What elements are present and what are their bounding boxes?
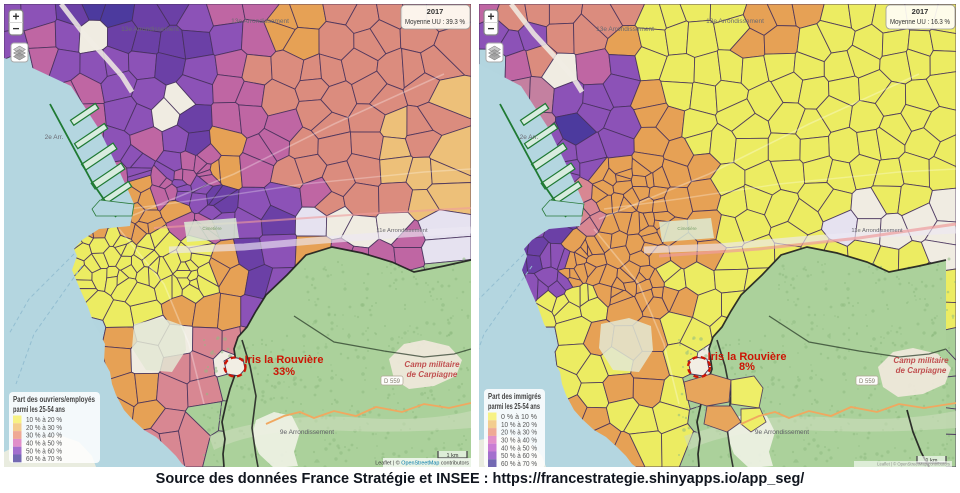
svg-text:de Carpiagne: de Carpiagne	[407, 370, 458, 379]
svg-text:20 % à 30 %: 20 % à 30 %	[501, 428, 537, 437]
svg-text:20 % à 30 %: 20 % à 30 %	[26, 423, 62, 432]
svg-text:11e Arrondissement: 11e Arrondissement	[851, 228, 903, 234]
svg-text:Iris la Rouvière: Iris la Rouvière	[245, 354, 324, 366]
svg-text:10 % à 20 %: 10 % à 20 %	[501, 420, 537, 429]
svg-text:40 % à 50 %: 40 % à 50 %	[26, 439, 62, 448]
svg-text:Moyenne UU : 39.3 %: Moyenne UU : 39.3 %	[405, 17, 465, 26]
svg-text:parmi les 25-54 ans: parmi les 25-54 ans	[13, 405, 65, 414]
svg-text:2017: 2017	[912, 7, 929, 16]
svg-text:33%: 33%	[273, 366, 295, 378]
svg-text:13e Arrondissement: 13e Arrondissement	[121, 26, 179, 33]
svg-text:8%: 8%	[739, 361, 755, 373]
svg-text:13e Arrondissement: 13e Arrondissement	[596, 26, 654, 33]
svg-text:+: +	[487, 10, 494, 24]
svg-text:parmi les 25-54 ans: parmi les 25-54 ans	[488, 402, 540, 411]
svg-text:13e Arrondissement: 13e Arrondissement	[706, 18, 764, 25]
svg-text:Iris la Rouvière: Iris la Rouvière	[708, 351, 787, 363]
svg-text:Moyenne UU : 16.3 %: Moyenne UU : 16.3 %	[890, 17, 950, 26]
svg-text:Camp militaire: Camp militaire	[893, 356, 949, 365]
svg-text:Part des ouvriers/employés: Part des ouvriers/employés	[13, 395, 95, 404]
svg-text:30 % à 40 %: 30 % à 40 %	[26, 431, 62, 440]
svg-text:60 % à 70 %: 60 % à 70 %	[501, 459, 537, 467]
svg-text:Leaflet | © OpenStreetMap cont: Leaflet | © OpenStreetMap contributors	[375, 460, 469, 467]
svg-text:13e Arrondissement: 13e Arrondissement	[231, 18, 289, 25]
svg-text:Part des immigrés: Part des immigrés	[488, 392, 541, 401]
svg-text:Leaflet | © OpenStreetMap cont: Leaflet | © OpenStreetMap contributors	[877, 462, 950, 467]
svg-text:1 km: 1 km	[447, 453, 459, 459]
svg-text:1 km: 1 km	[926, 458, 938, 464]
svg-text:Camp militaire: Camp militaire	[404, 360, 460, 369]
svg-text:Cimetière: Cimetière	[202, 226, 222, 231]
svg-text:Cimetière: Cimetière	[677, 226, 697, 231]
svg-text:−: −	[12, 22, 19, 36]
svg-text:50 % à 60 %: 50 % à 60 %	[26, 446, 62, 455]
svg-text:0 % à 10 %: 0 % à 10 %	[501, 412, 537, 421]
svg-text:D 559: D 559	[384, 379, 401, 385]
svg-text:30 % à 40 %: 30 % à 40 %	[501, 436, 537, 445]
svg-text:11e Arrondissement: 11e Arrondissement	[376, 228, 428, 234]
svg-text:2e Arr.: 2e Arr.	[520, 134, 539, 141]
svg-text:40 % à 50 %: 40 % à 50 %	[501, 443, 537, 452]
svg-text:de Carpiagne: de Carpiagne	[896, 366, 947, 375]
svg-text:D 559: D 559	[859, 379, 876, 385]
svg-text:2e Arr.: 2e Arr.	[45, 134, 64, 141]
svg-text:10 % à 20 %: 10 % à 20 %	[26, 415, 62, 424]
svg-text:9e Arrondissement: 9e Arrondissement	[280, 429, 334, 436]
svg-text:+: +	[12, 10, 19, 24]
svg-text:9e Arrondissement: 9e Arrondissement	[755, 429, 809, 436]
svg-text:−: −	[487, 22, 494, 36]
svg-text:2017: 2017	[427, 7, 444, 16]
svg-text:60 % à 70 %: 60 % à 70 %	[26, 454, 62, 463]
svg-text:50 % à 60 %: 50 % à 60 %	[501, 451, 537, 460]
